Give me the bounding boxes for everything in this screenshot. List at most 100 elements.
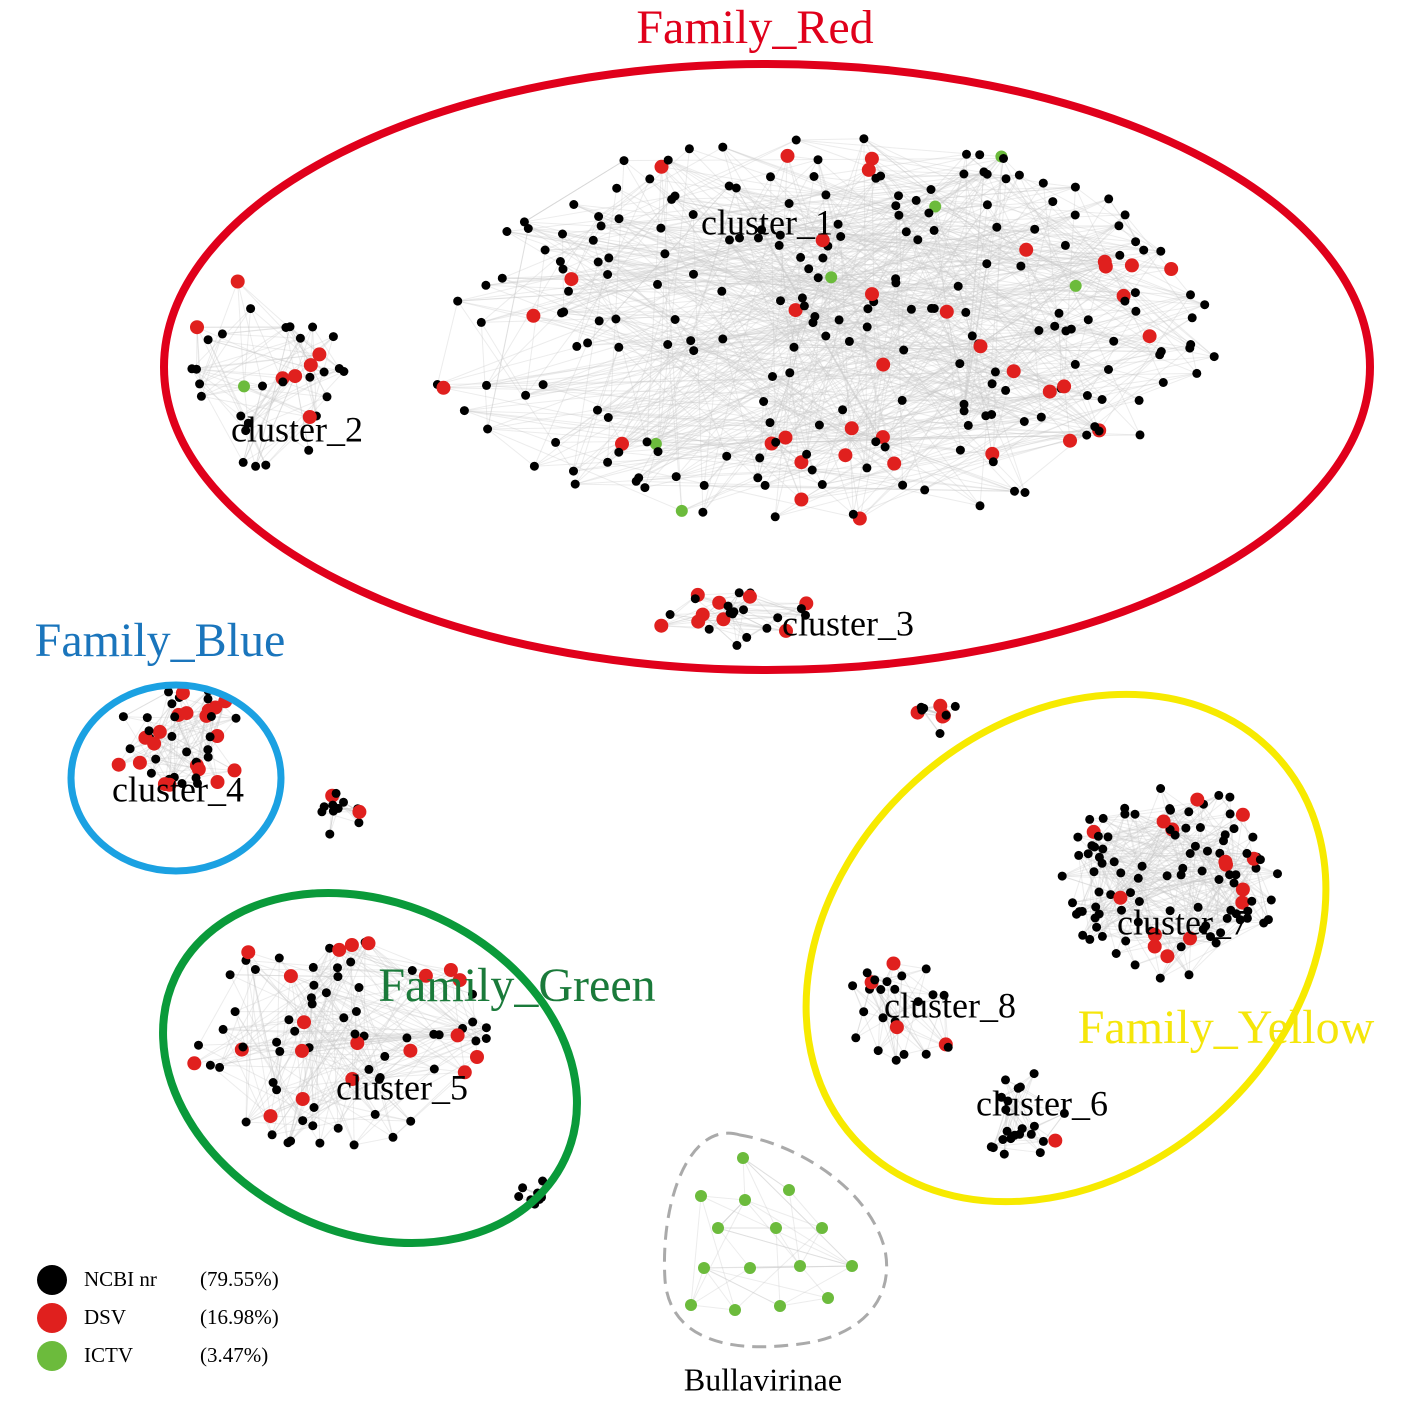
node-ncbi xyxy=(402,1033,412,1043)
node-ncbi xyxy=(1133,873,1143,883)
edge xyxy=(573,391,1050,472)
edge xyxy=(168,690,209,780)
node-ncbi xyxy=(603,457,613,467)
node-ncbi xyxy=(851,1033,861,1043)
node-ncbi xyxy=(187,364,197,374)
edge xyxy=(237,281,320,355)
edge xyxy=(279,1050,380,1080)
edge xyxy=(966,153,1191,345)
node-ncbi xyxy=(230,1007,240,1017)
edge xyxy=(638,349,904,479)
edge xyxy=(657,214,1076,453)
edge xyxy=(1151,874,1237,932)
edge xyxy=(337,967,460,981)
node-dsv xyxy=(208,700,223,715)
edge xyxy=(657,148,690,452)
edge xyxy=(1154,919,1241,948)
edge xyxy=(893,449,961,467)
node-ncbi xyxy=(1089,867,1099,877)
edge xyxy=(1082,910,1264,924)
edge xyxy=(525,266,1106,396)
edge xyxy=(1108,198,1193,319)
edge xyxy=(667,159,969,426)
node-ncbi xyxy=(1211,938,1221,948)
node-dsv xyxy=(403,1043,418,1058)
edge xyxy=(607,186,1076,275)
node-ncbi xyxy=(689,269,698,279)
edge xyxy=(621,254,1120,445)
edge xyxy=(290,969,452,1142)
node-ncbi xyxy=(774,240,784,250)
edge xyxy=(457,195,899,302)
edge xyxy=(618,346,1006,391)
edge xyxy=(186,736,211,753)
node-ncbi xyxy=(1121,936,1131,946)
node-ncbi xyxy=(144,726,154,736)
edge xyxy=(917,239,1022,267)
node-ncbi xyxy=(1085,814,1095,824)
edge xyxy=(801,370,1015,500)
edge xyxy=(728,185,1114,342)
node-ncbi xyxy=(906,304,916,314)
edge xyxy=(207,339,249,424)
edge xyxy=(871,293,961,451)
edge xyxy=(840,236,1160,356)
edge xyxy=(1195,845,1243,903)
edge xyxy=(992,382,1164,455)
edge xyxy=(1005,1079,1032,1135)
edge xyxy=(770,176,842,237)
node-ncbi xyxy=(1134,897,1144,906)
edge xyxy=(866,265,1133,469)
node-ncbi xyxy=(1074,850,1084,860)
edge xyxy=(822,257,996,373)
edge xyxy=(608,257,853,429)
edge xyxy=(722,146,813,471)
edge xyxy=(779,235,802,500)
edge xyxy=(288,961,352,1021)
node-ictv xyxy=(822,1292,834,1304)
edge xyxy=(979,178,1007,506)
edge xyxy=(534,446,886,467)
node-ncbi xyxy=(1185,343,1195,353)
node-ictv xyxy=(1069,279,1082,292)
edge xyxy=(1223,840,1269,920)
node-ncbi xyxy=(987,379,997,389)
edge xyxy=(618,244,780,348)
edge xyxy=(719,602,802,610)
edge xyxy=(1134,936,1211,966)
edge xyxy=(486,330,1066,386)
edge xyxy=(618,421,1025,453)
edge xyxy=(608,257,979,345)
edge xyxy=(242,385,264,463)
node-ncbi xyxy=(1222,913,1232,923)
edge xyxy=(880,989,897,1061)
node-ncbi xyxy=(1066,324,1076,334)
edge xyxy=(842,178,1007,411)
node-dsv xyxy=(794,455,809,470)
node-dsv xyxy=(1147,927,1162,942)
edge xyxy=(525,244,1066,396)
edge xyxy=(485,284,1136,312)
edge xyxy=(726,335,973,457)
node-ncbi xyxy=(1016,261,1026,271)
edge xyxy=(1017,1087,1065,1114)
edge xyxy=(1101,788,1162,937)
edge xyxy=(1166,827,1201,877)
node-ncbi xyxy=(1184,807,1194,817)
edge xyxy=(1000,156,1089,320)
edge xyxy=(313,985,321,1144)
node-ncbi xyxy=(523,224,533,233)
edge xyxy=(219,969,256,1068)
node-ncbi xyxy=(1103,832,1113,842)
edge xyxy=(1107,836,1190,976)
edge xyxy=(775,441,1026,493)
node-ncbi xyxy=(1090,913,1100,923)
edge xyxy=(698,614,806,623)
edge xyxy=(1110,814,1244,896)
node-ncbi xyxy=(1014,170,1024,180)
edge xyxy=(963,158,1004,412)
node-ncbi xyxy=(1273,869,1282,879)
node-ncbi xyxy=(862,463,872,473)
edge xyxy=(587,185,730,344)
edge xyxy=(607,344,669,418)
